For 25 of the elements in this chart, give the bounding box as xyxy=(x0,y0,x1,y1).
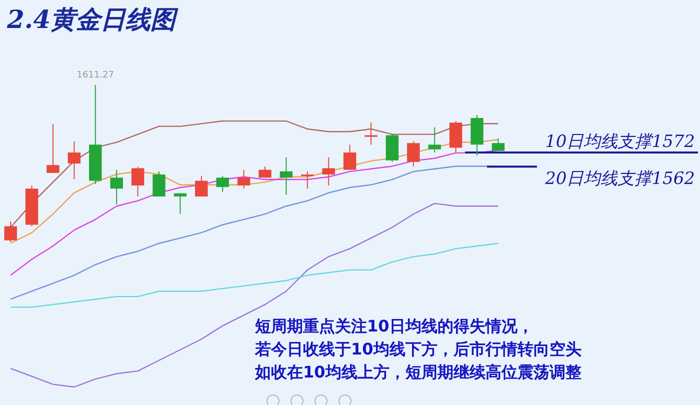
candlestick xyxy=(301,170,314,190)
candlestick xyxy=(46,124,60,174)
candlestick xyxy=(174,192,187,214)
candlestick xyxy=(195,176,208,197)
candlestick xyxy=(322,156,335,186)
annotation: 短周期重点关注10日均线的得失情况， xyxy=(254,316,534,336)
candlestick xyxy=(407,141,420,168)
candlestick xyxy=(492,138,505,152)
candlestick xyxy=(237,169,250,190)
candlestick xyxy=(4,221,17,242)
text: 1611.27 xyxy=(76,70,114,80)
candlestick xyxy=(152,170,166,197)
annotation: 如收在10均线上方，短周期继续高位震荡调整 xyxy=(254,362,582,382)
candlestick xyxy=(68,141,81,180)
candlestick xyxy=(364,122,378,146)
candlestick xyxy=(280,156,293,196)
candlestick xyxy=(110,169,123,205)
candlestick xyxy=(216,176,229,192)
candlestick xyxy=(428,126,441,154)
candlestick xyxy=(131,166,144,197)
ref-line-label: 10日均线支撑1572 xyxy=(545,132,695,152)
candlestick xyxy=(343,144,356,170)
chart-title: 2.4黄金日线图 xyxy=(6,5,178,34)
ref-line-label: 20日均线支撑1562 xyxy=(544,169,695,190)
annotation: 若今日收线于10均线下方，后市行情转向空头 xyxy=(254,340,582,358)
